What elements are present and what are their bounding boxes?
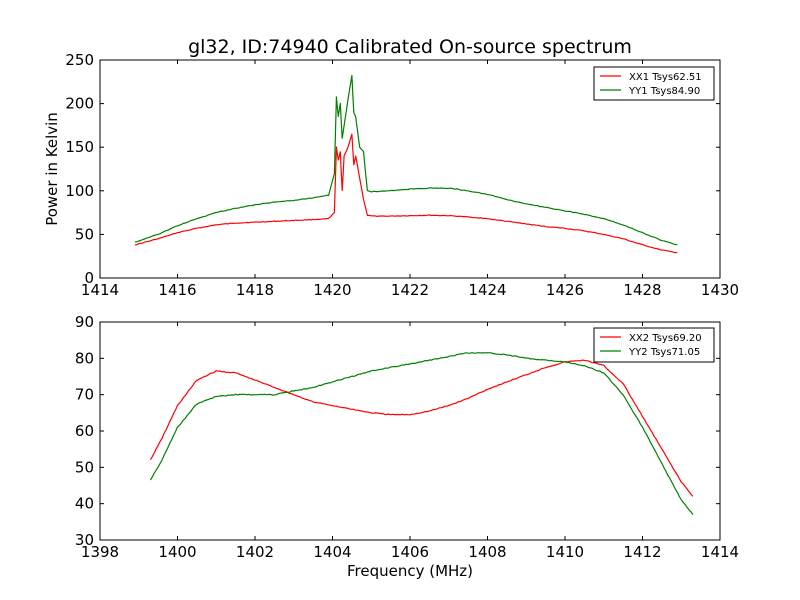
legend-1: XX1 Tsys62.51 YY1 Tsys84.90 [593,66,715,101]
legend-label: XX2 Tsys69.20 [629,333,702,344]
x-tick-label: 1404 [313,543,351,561]
y-tick-label: 50 [75,225,94,243]
x-tick-label: 1430 [701,281,739,299]
legend-box [593,66,715,101]
y-tick-label: 250 [65,51,94,69]
y-tick-label: 30 [75,531,94,549]
x-tick-label: 1408 [468,543,506,561]
series-line-1-1 [134,133,678,254]
legend-2: XX2 Tsys69.20 YY2 Tsys71.05 [593,327,715,363]
series-line-1-2 [134,74,678,246]
x-tick-label: 1424 [468,281,506,299]
x-tick-label: 1428 [623,281,661,299]
y-tick-label: 70 [75,386,94,404]
x-tick-label: 1410 [546,543,584,561]
legend-label: YY2 Tsys71.05 [628,347,700,358]
y-tick-label: 40 [75,495,94,513]
y-tick-label: 60 [75,422,94,440]
x-tick-label: 1398 [81,543,119,561]
panel-1: 1414 1416 1418 1420 1422 1424 1426 1428 1430 0 50 1… [65,51,739,299]
x-tick-label: 1400 [158,543,196,561]
x-tick-label: 1422 [391,281,429,299]
x-tick-label: 1418 [236,281,274,299]
x-tick-label: 1414 [701,543,739,561]
panel-2: 1398 1400 1402 1404 1406 1408 1410 1412 1414 30 40… [75,313,739,561]
legend-label: YY1 Tsys84.90 [628,86,700,97]
x-tick-label: 1426 [546,281,584,299]
x-axis-label: Frequency (MHz) [347,562,473,580]
x-tick-label: 1420 [313,281,351,299]
chart-title: gl32, ID:74940 Calibrated On-source spec… [188,36,632,58]
y-tick-label: 80 [75,349,94,367]
legend-box [593,327,715,363]
x-tick-label: 1402 [236,543,274,561]
series-line-2-1 [149,359,694,497]
y-tick-label: 50 [75,458,94,476]
x-tick-label: 1406 [391,543,429,561]
y-tick-label: 0 [84,269,94,287]
x-tick-label: 1412 [623,543,661,561]
x-tick-label: 1414 [81,281,119,299]
y-tick-label: 200 [65,95,94,113]
y-axis-label: Power in Kelvin [43,112,61,226]
y-tick-label: 90 [75,313,94,331]
y-tick-label: 150 [65,138,94,156]
series-line-2-2 [149,352,694,515]
legend-label: XX1 Tsys62.51 [629,72,702,83]
x-tick-label: 1416 [158,281,196,299]
y-tick-label: 100 [65,182,94,200]
